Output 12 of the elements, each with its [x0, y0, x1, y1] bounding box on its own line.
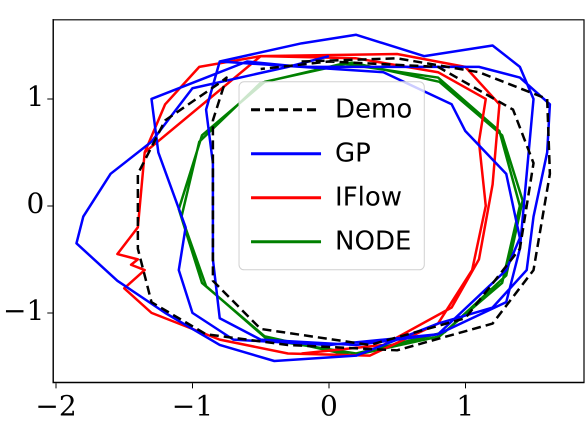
legend-label: Demo [335, 94, 412, 125]
legend-label: NODE [335, 226, 412, 257]
x-tick-label: −2 [35, 389, 77, 422]
y-tick-label: 1 [26, 80, 44, 114]
x-tick-label: −1 [172, 389, 214, 422]
y-tick-label: −1 [2, 294, 44, 328]
x-tick-label: 0 [320, 389, 338, 422]
legend-label: IFlow [335, 182, 402, 213]
y-tick-label: 0 [26, 187, 44, 220]
line-series [136, 57, 552, 352]
x-tick-label: 1 [456, 389, 474, 422]
legend-label: GP [335, 138, 371, 169]
